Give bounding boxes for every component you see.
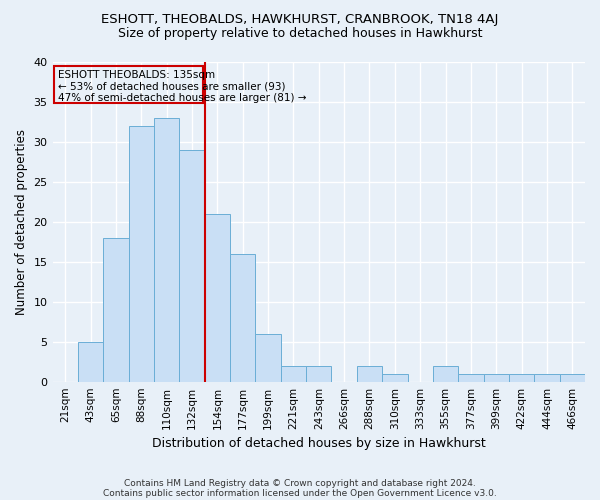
Bar: [560, 374, 585, 382]
Bar: [230, 254, 256, 382]
Text: ESHOTT, THEOBALDS, HAWKHURST, CRANBROOK, TN18 4AJ: ESHOTT, THEOBALDS, HAWKHURST, CRANBROOK,…: [101, 12, 499, 26]
Bar: [382, 374, 407, 382]
X-axis label: Distribution of detached houses by size in Hawkhurst: Distribution of detached houses by size …: [152, 437, 485, 450]
Text: Contains HM Land Registry data © Crown copyright and database right 2024.: Contains HM Land Registry data © Crown c…: [124, 478, 476, 488]
Bar: [357, 366, 382, 382]
Bar: [205, 214, 230, 382]
Bar: [458, 374, 484, 382]
Bar: [179, 150, 205, 382]
Bar: [281, 366, 306, 382]
Bar: [154, 118, 179, 382]
Text: ← 53% of detached houses are smaller (93): ← 53% of detached houses are smaller (93…: [58, 82, 285, 92]
Bar: [256, 334, 281, 382]
Text: Contains public sector information licensed under the Open Government Licence v3: Contains public sector information licen…: [103, 488, 497, 498]
Bar: [433, 366, 458, 382]
Bar: [78, 342, 103, 382]
Bar: [103, 238, 128, 382]
Bar: [484, 374, 509, 382]
Bar: [54, 66, 203, 103]
Text: 47% of semi-detached houses are larger (81) →: 47% of semi-detached houses are larger (…: [58, 92, 306, 102]
Bar: [128, 126, 154, 382]
Text: ESHOTT THEOBALDS: 135sqm: ESHOTT THEOBALDS: 135sqm: [58, 70, 215, 80]
Bar: [306, 366, 331, 382]
Y-axis label: Number of detached properties: Number of detached properties: [15, 128, 28, 314]
Text: Size of property relative to detached houses in Hawkhurst: Size of property relative to detached ho…: [118, 28, 482, 40]
Bar: [534, 374, 560, 382]
Bar: [509, 374, 534, 382]
